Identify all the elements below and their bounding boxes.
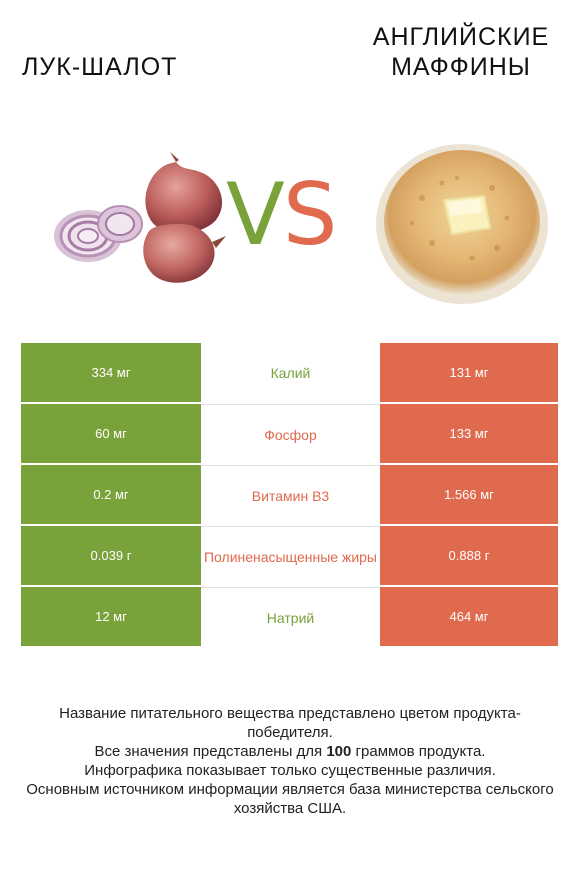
left-value: 0.039 г xyxy=(21,526,201,585)
nutrient-label: Калий xyxy=(270,364,311,381)
table-row: 0.2 мг Витамин B3 1.566 мг xyxy=(21,465,558,526)
footer-notes: Название питательного вещества представл… xyxy=(20,704,560,818)
comparison-table: 334 мг Калий 131 мг 60 мг Фосфор 133 мг … xyxy=(21,343,558,648)
table-row: 60 мг Фосфор 133 мг xyxy=(21,404,558,465)
nutrient-label: Натрий xyxy=(201,587,380,647)
footer-line: Все значения представлены для 100 граммо… xyxy=(94,743,486,760)
footer-line: Название питательного вещества представл… xyxy=(59,705,521,741)
shallot-image xyxy=(54,152,226,283)
table-row: 0.039 г Полиненасыщенные жиры 0.888 г xyxy=(21,526,558,587)
footer-line: Инфографика показывает только существенн… xyxy=(84,762,496,779)
left-value: 12 мг xyxy=(21,587,201,646)
left-value: 0.2 мг xyxy=(21,465,201,524)
nutrient-label: Полиненасыщенные жиры xyxy=(201,526,380,586)
right-value: 0.888 г xyxy=(380,526,558,585)
right-value: 133 мг xyxy=(380,404,558,463)
nutrient-label: Фосфор xyxy=(201,404,380,464)
left-value: 60 мг xyxy=(21,404,201,463)
left-value: 334 мг xyxy=(21,343,201,402)
english-muffin-image xyxy=(376,144,548,304)
footer-line: Основным источником информации является … xyxy=(26,781,554,817)
right-value: 131 мг xyxy=(380,343,558,402)
right-product-title: АНГЛИЙСКИЕ МАФФИНЫ xyxy=(372,23,550,81)
left-product-title: ЛУК-ШАЛОТ xyxy=(22,53,178,81)
vs-label: VS xyxy=(226,165,337,265)
nutrient-label: Витамин B3 xyxy=(201,465,380,525)
right-value: 1.566 мг xyxy=(380,465,558,524)
table-row: 334 мг Калий 131 мг xyxy=(21,343,558,404)
table-row: 12 мг Натрий 464 мг xyxy=(21,587,558,648)
right-value: 464 мг xyxy=(380,587,558,646)
